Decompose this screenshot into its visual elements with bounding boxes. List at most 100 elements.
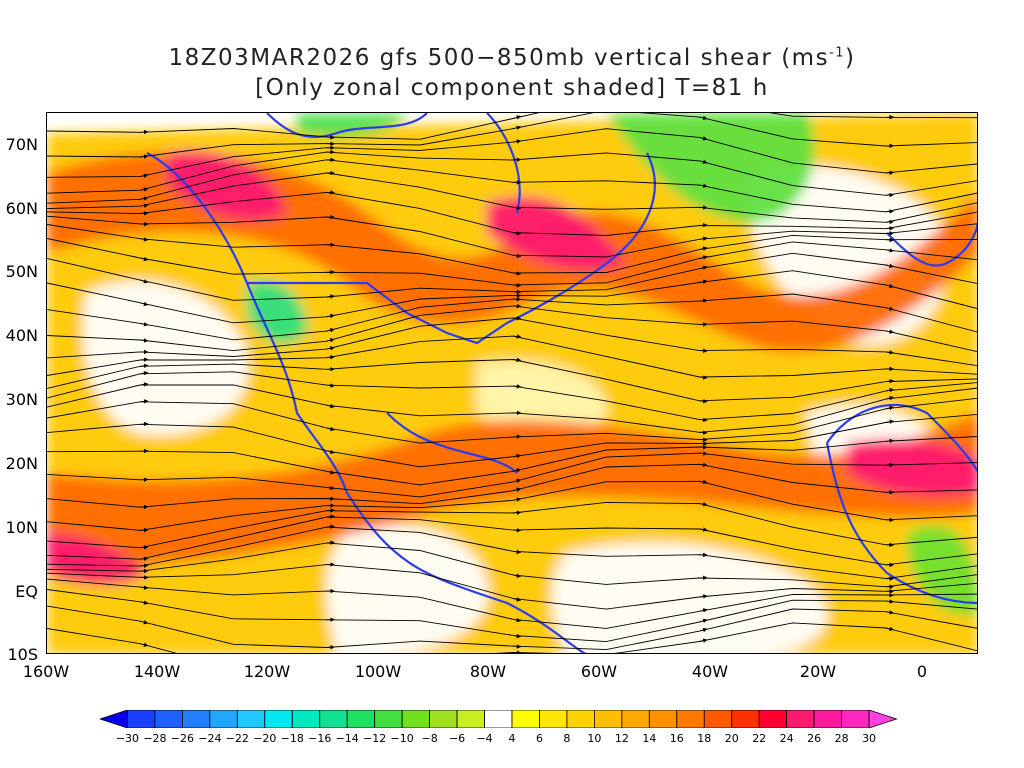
chart-title: 18Z03MAR2026 gfs 500−850mb vertical shea… bbox=[168, 45, 856, 71]
colorbar-tick-label: 14 bbox=[642, 732, 657, 745]
colorbar-tick-label: −8 bbox=[421, 732, 438, 745]
streamline-arrow bbox=[140, 357, 149, 362]
colorbar-swatch bbox=[648, 710, 678, 728]
streamline-arrow bbox=[512, 597, 522, 602]
streamline-arrow bbox=[512, 573, 522, 578]
streamline-arrow bbox=[140, 370, 149, 376]
streamline-arrow bbox=[326, 514, 335, 519]
colorbar-swatch bbox=[731, 710, 760, 728]
lat-label-eq: EQ bbox=[15, 582, 38, 601]
streamline-arrow bbox=[699, 279, 708, 284]
streamline-arrow bbox=[140, 642, 149, 647]
colorbar-tick-label: −26 bbox=[170, 732, 194, 745]
streamline-arrow bbox=[512, 633, 522, 639]
streamline-arrow bbox=[885, 219, 895, 225]
colorbar-tick-label: −16 bbox=[308, 732, 332, 745]
colorbar-swatch bbox=[813, 710, 843, 728]
streamline-arrow bbox=[140, 338, 149, 343]
colorbar-tick-label: 28 bbox=[834, 732, 849, 745]
streamline-arrow bbox=[140, 545, 149, 550]
colorbar-tick-label: 12 bbox=[614, 732, 629, 745]
colorbar-swatch bbox=[209, 710, 238, 728]
streamline-arrow bbox=[699, 183, 708, 188]
shade-region bbox=[327, 525, 488, 653]
colorbar-tick-label: −22 bbox=[225, 732, 249, 745]
streamline-arrow bbox=[326, 294, 335, 299]
colorbar-tick-label: 8 bbox=[563, 732, 571, 745]
streamline-arrow bbox=[885, 209, 895, 214]
colorbar-tick-label: −18 bbox=[280, 732, 304, 745]
streamline-arrow bbox=[140, 563, 149, 568]
lat-label-50n: 50N bbox=[5, 262, 38, 281]
streamline-arrow bbox=[885, 599, 895, 604]
lat-label-10n: 10N bbox=[5, 518, 38, 537]
shade-region bbox=[477, 360, 607, 436]
shade-region bbox=[167, 151, 287, 222]
colorbar-swatch bbox=[374, 710, 403, 728]
shade-region bbox=[607, 113, 815, 223]
coastline bbox=[506, 152, 656, 324]
chart-subtitle: [Only zonal component shaded] T=81 h bbox=[255, 75, 769, 101]
streamline-arrow bbox=[512, 453, 522, 459]
colorbar-swatch bbox=[291, 710, 321, 728]
streamline-arrow bbox=[140, 421, 149, 427]
streamline-arrow bbox=[699, 502, 708, 507]
colorbar-tick-label: −4 bbox=[476, 732, 493, 745]
streamline-arrow bbox=[885, 395, 894, 401]
streamline-arrow bbox=[885, 405, 894, 411]
streamline-arrow bbox=[885, 263, 894, 269]
streamline-arrow bbox=[140, 256, 149, 262]
colorbar-swatch bbox=[621, 710, 650, 728]
lat-label-60n: 60N bbox=[5, 199, 38, 218]
coastline bbox=[386, 412, 518, 474]
streamline-arrow bbox=[699, 627, 708, 633]
colorbar bbox=[100, 710, 898, 728]
coastline bbox=[486, 113, 521, 214]
streamline-arrow bbox=[699, 594, 708, 599]
shade-region bbox=[47, 533, 147, 585]
streamline-arrow bbox=[326, 524, 335, 529]
colorbar-tick-label: −30 bbox=[115, 732, 140, 745]
colorbar-swatch bbox=[841, 710, 870, 728]
streamline-arrow bbox=[326, 346, 335, 351]
lon-label-60w: 60W bbox=[580, 662, 618, 681]
colorbar-tick-label: 20 bbox=[724, 732, 739, 745]
streamline-arrow bbox=[885, 438, 895, 444]
colorbar-tick-label: −20 bbox=[253, 732, 277, 745]
lon-label-80w: 80W bbox=[469, 662, 507, 681]
map-canvas bbox=[47, 113, 977, 653]
streamline-arrow bbox=[140, 620, 149, 625]
colorbar-swatch bbox=[100, 710, 128, 728]
streamline-arrow bbox=[512, 468, 522, 473]
streamline-arrow bbox=[699, 417, 708, 423]
colorbar-swatch bbox=[868, 710, 898, 728]
streamline-arrow bbox=[512, 487, 522, 492]
streamline-arrow bbox=[699, 115, 708, 121]
streamline-arrow bbox=[512, 357, 522, 363]
streamline-arrow bbox=[885, 610, 895, 615]
streamline-arrow bbox=[140, 363, 149, 369]
streamline-arrow bbox=[699, 236, 708, 241]
streamline-arrow bbox=[699, 462, 708, 468]
colorbar-tick-label: −12 bbox=[363, 732, 387, 745]
streamline-arrow bbox=[512, 283, 522, 288]
streamline-arrow bbox=[326, 383, 335, 388]
shear-map bbox=[46, 112, 978, 654]
streamline-arrow bbox=[326, 403, 335, 409]
colorbar-swatch bbox=[703, 710, 733, 728]
coastline bbox=[426, 572, 586, 653]
colorbar-tick-label: 22 bbox=[752, 732, 767, 745]
colorbar-swatch bbox=[182, 710, 211, 728]
colorbar-swatch bbox=[127, 710, 156, 728]
streamline-arrow bbox=[140, 196, 149, 201]
colorbar-swatch bbox=[346, 710, 376, 728]
lat-label-70n: 70N bbox=[5, 135, 38, 154]
streamline-arrow bbox=[512, 497, 522, 502]
colorbar-swatch bbox=[758, 710, 788, 728]
streamline-arrow bbox=[885, 329, 895, 334]
streamline-arrow bbox=[140, 399, 149, 404]
streamline-arrow bbox=[699, 375, 708, 380]
streamline-arrow bbox=[326, 426, 335, 432]
streamline-arrow bbox=[326, 135, 335, 140]
lat-label-30n: 30N bbox=[5, 390, 38, 409]
